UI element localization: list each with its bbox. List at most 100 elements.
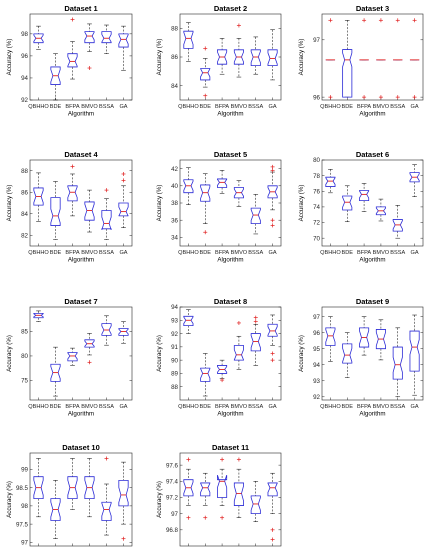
axis-frame [29, 159, 133, 247]
y-tick-label: 42 [171, 166, 178, 173]
x-tick-label: BSSA [99, 404, 114, 410]
y-tick-label: 97 [21, 540, 28, 547]
box-GA [267, 29, 278, 81]
x-tick-label: BFPA [215, 404, 229, 410]
iqr-box [50, 197, 61, 226]
x-tick-label: BDE [199, 404, 211, 410]
y-tick-label: 84 [171, 83, 178, 90]
y-tick-label: 85 [21, 329, 28, 336]
iqr-box [101, 210, 112, 230]
iqr-box [50, 66, 61, 85]
x-tick-label: QBHHO [28, 404, 49, 410]
box-BMVO [84, 189, 95, 233]
iqr-box [84, 31, 95, 44]
y-tick-label: 36 [171, 217, 178, 224]
box-QBHHO [33, 172, 44, 222]
x-tick-label: BDE [341, 104, 353, 110]
iqr-box [183, 479, 194, 497]
box-GA [118, 461, 129, 541]
panel-title: Dataset 5 [214, 150, 247, 159]
y-tick-label: 97 [313, 314, 320, 321]
iqr-box [33, 33, 44, 44]
panel-title: Dataset 10 [62, 443, 100, 452]
x-tick-label: BMVO [231, 104, 248, 110]
panel-title: Dataset 9 [356, 297, 389, 306]
x-tick-label: BSSA [390, 250, 405, 256]
y-tick-label: 97.2 [166, 495, 179, 502]
box-GA [409, 164, 420, 197]
x-tick-label: BDE [199, 104, 211, 110]
y-tick-label: 99 [21, 467, 28, 474]
iqr-box [250, 207, 261, 225]
y-tick-label: 38 [171, 200, 178, 207]
box-BSSA [101, 456, 112, 536]
box-BSSA [392, 205, 403, 239]
x-tick-label: QBHHO [320, 104, 341, 110]
box-QBHHO [183, 167, 194, 205]
y-tick-label: 88 [171, 26, 178, 33]
iqr-box [33, 187, 44, 206]
x-axis-label: Algorithm [359, 411, 385, 418]
y-axis-label: Accuracy (%) [156, 39, 163, 76]
iqr-box [233, 482, 244, 506]
x-tick-label: BDE [50, 404, 62, 410]
y-tick-label: 96 [313, 94, 320, 101]
box-BSSA [101, 24, 112, 54]
box-BSSA [250, 481, 261, 522]
x-tick-label: GA [411, 404, 419, 410]
chart-panel: Dataset 4 82 84 86 88 Accuracy (%) QBHHO BDE BFP… [6, 150, 133, 264]
y-tick-label: 88 [21, 168, 28, 175]
x-tick-label: QBHHO [178, 404, 199, 410]
box-BDE [50, 346, 61, 397]
y-tick-label: 98.5 [16, 485, 29, 492]
box-QBHHO [183, 22, 194, 62]
y-axis-label: Accuracy (%) [298, 335, 305, 372]
x-tick-label: GA [269, 104, 277, 110]
x-tick-label: GA [269, 404, 277, 410]
iqr-box [267, 482, 278, 497]
box-BSSA [250, 315, 261, 366]
chart-panel: Dataset 8 88 89 90 91 92 93 94 Accuracy (%) QBHHO… [156, 297, 282, 418]
x-tick-label: BDE [50, 250, 62, 256]
iqr-box [84, 201, 95, 221]
y-tick-label: 82 [21, 232, 28, 239]
iqr-box [250, 333, 261, 352]
box-BFPA [359, 183, 370, 212]
x-tick-label: BFPA [357, 104, 371, 110]
box-BMVO [233, 320, 244, 370]
y-tick-label: 94 [313, 362, 320, 369]
x-tick-label: BFPA [65, 250, 79, 256]
axis-frame [321, 159, 424, 247]
box-BDE [50, 53, 61, 101]
box-BMVO [233, 457, 244, 518]
x-tick-label: QBHHO [178, 104, 199, 110]
y-tick-label: 95 [313, 346, 320, 353]
panel-title: Dataset 8 [214, 297, 247, 306]
x-tick-label: BFPA [357, 404, 371, 410]
iqr-box [392, 219, 403, 232]
iqr-box [217, 474, 228, 498]
y-tick-label: 80 [313, 157, 320, 164]
iqr-box [267, 49, 278, 66]
box-BDE [200, 46, 211, 98]
box-BDE [200, 472, 211, 520]
box-BFPA [217, 359, 228, 383]
axis-frame [321, 13, 424, 101]
box-BDE [200, 353, 211, 397]
y-tick-label: 72 [313, 220, 320, 227]
iqr-box [217, 178, 228, 188]
x-axis-label: Algorithm [68, 257, 94, 264]
x-tick-label: QBHHO [320, 250, 341, 256]
box-BDE [342, 332, 353, 378]
x-tick-label: BFPA [215, 104, 229, 110]
box-QBHHO [325, 18, 336, 100]
axis-frame [29, 13, 133, 101]
iqr-box [233, 345, 244, 361]
y-tick-label: 94 [171, 304, 178, 311]
y-axis-label: Accuracy (%) [298, 185, 305, 222]
box-QBHHO [325, 316, 336, 362]
iqr-box [84, 476, 95, 499]
